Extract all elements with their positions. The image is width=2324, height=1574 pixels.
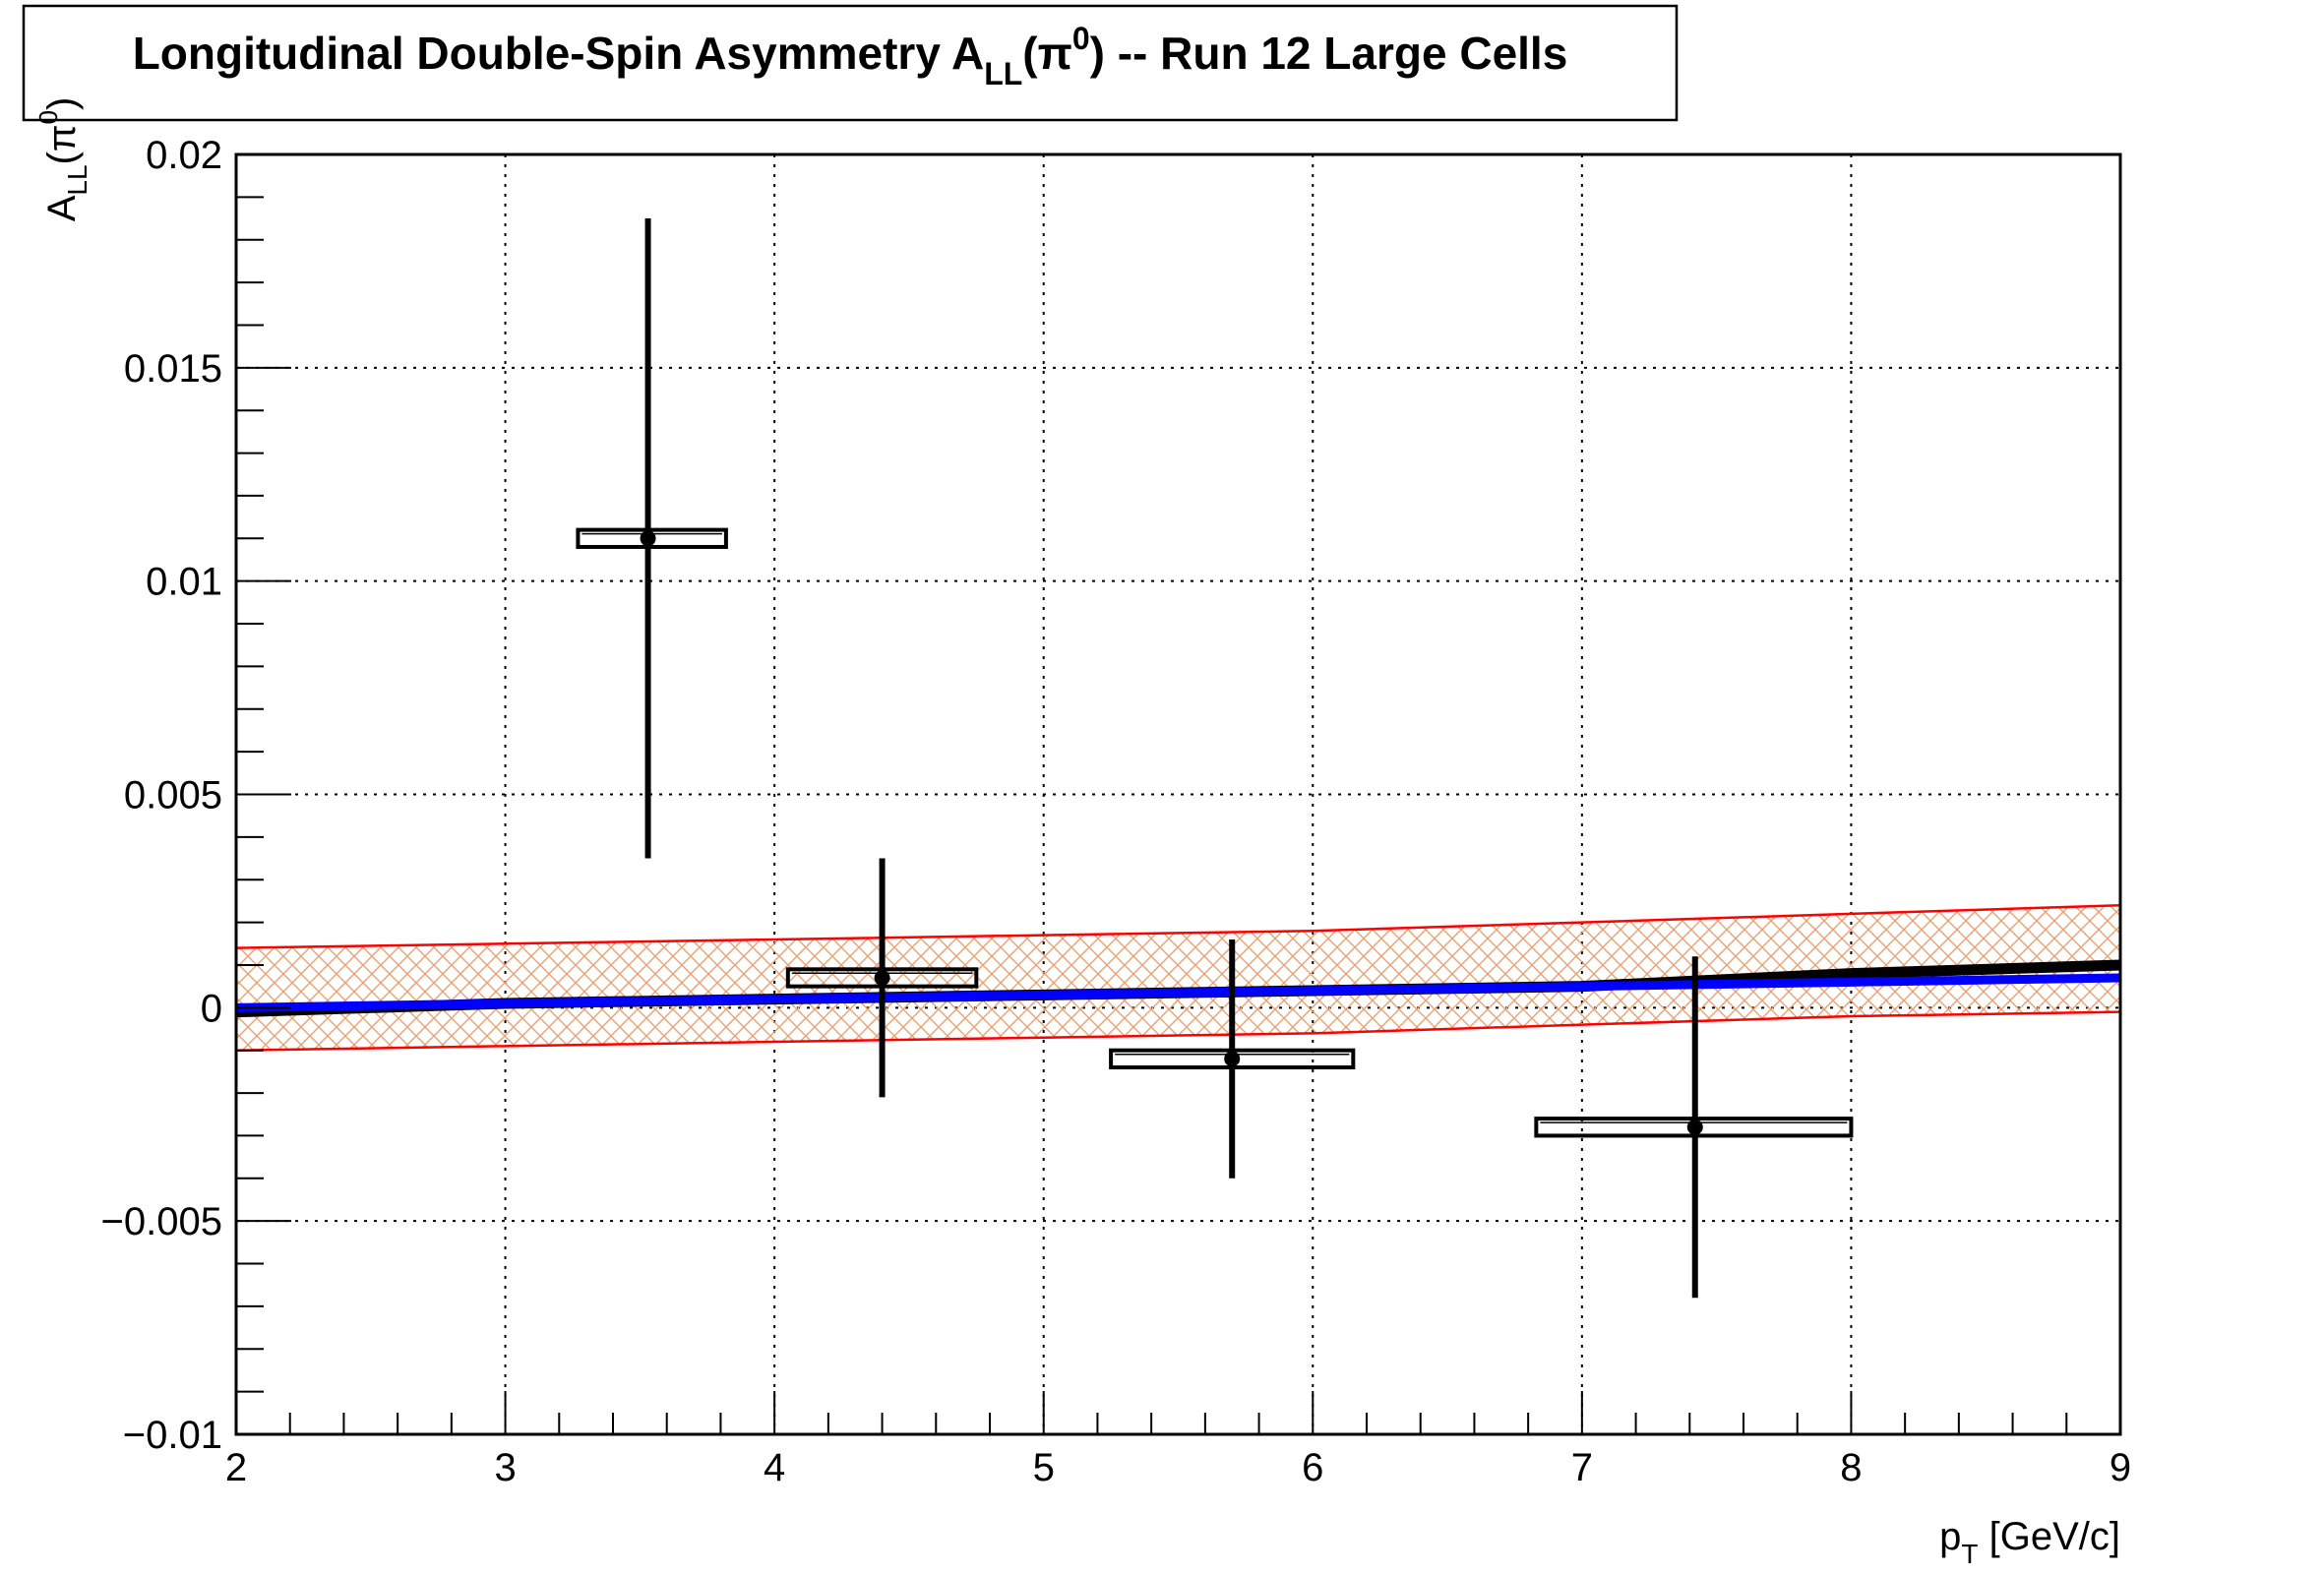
title-box <box>22 4 1679 122</box>
plot-frame <box>234 152 2122 1436</box>
tick-labels: 2 3 4 5 6 7 8 9 −0.01 −0.005 0 0.005 0.01 0.015 0.02 <box>101 134 2132 1489</box>
x-axis-label: pT [GeV/c] <box>1939 1515 2120 1569</box>
x-tick-label: 2 <box>225 1446 247 1489</box>
x-tick-label: 9 <box>2110 1446 2131 1489</box>
y-tick-label: 0.015 <box>124 347 222 391</box>
y-tick-label: 0 <box>201 987 222 1030</box>
theory-curve-blue <box>235 973 2121 1012</box>
x-tick-label: 4 <box>764 1446 785 1489</box>
y-tick-label: 0.01 <box>146 561 222 604</box>
theory-curves <box>235 959 2121 1018</box>
data-point-3 <box>1109 938 1356 1179</box>
chart-title: Longitudinal Double-Spin Asymmetry ALL(π… <box>22 4 1679 122</box>
y-tick-label: −0.005 <box>101 1200 222 1243</box>
title-text: Longitudinal Double-Spin Asymmetry ALL(π… <box>133 21 1568 91</box>
grid <box>236 154 2120 1434</box>
x-tick-label: 8 <box>1840 1446 1862 1489</box>
point-marker <box>640 530 656 547</box>
point-marker <box>1224 1051 1241 1067</box>
point-marker <box>874 969 890 986</box>
x-tick-label: 3 <box>494 1446 516 1489</box>
y-tick-label: −0.01 <box>123 1414 222 1457</box>
data-point-2 <box>785 858 979 1098</box>
y-tick-label: 0.005 <box>124 774 222 817</box>
uncertainty-band <box>235 904 2121 1052</box>
sys-error-box <box>576 527 728 549</box>
point-marker <box>1686 1119 1703 1135</box>
data-point-4 <box>1534 956 1854 1299</box>
band-lower-line <box>235 1010 2121 1052</box>
data-points <box>576 218 1854 1299</box>
x-tick-label: 6 <box>1302 1446 1323 1489</box>
y-axis-label: ALL(π0) <box>33 97 92 222</box>
axes <box>234 152 2122 1436</box>
data-point-1 <box>576 218 728 859</box>
x-tick-label: 5 <box>1033 1446 1055 1489</box>
y-tick-label: 0.02 <box>146 134 222 177</box>
band-upper-line <box>235 904 2121 949</box>
x-tick-label: 7 <box>1571 1446 1593 1489</box>
